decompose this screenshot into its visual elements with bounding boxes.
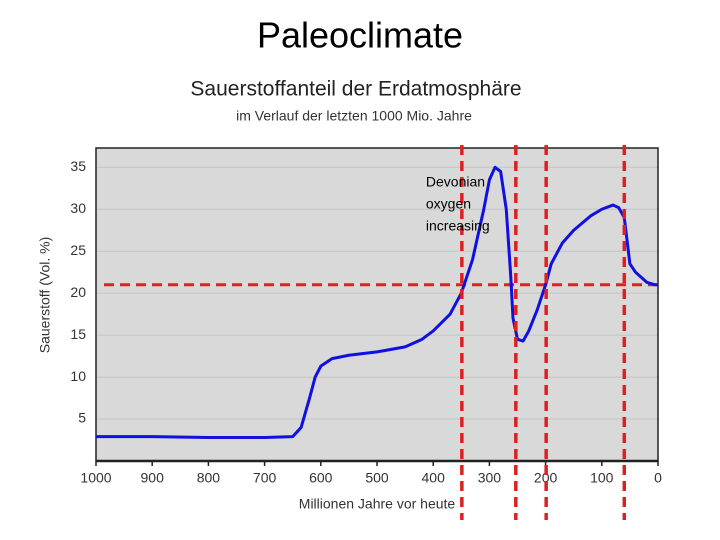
slide-title: Paleoclimate xyxy=(257,15,463,56)
plot-area xyxy=(96,148,658,461)
x-tick-label: 200 xyxy=(534,470,558,486)
y-tick-label: 35 xyxy=(70,158,86,174)
x-tick-label: 700 xyxy=(253,470,277,486)
y-tick-label: 5 xyxy=(78,410,86,426)
x-tick-label: 800 xyxy=(197,470,221,486)
y-tick-label: 10 xyxy=(70,368,86,384)
annotation: Devonian xyxy=(426,174,485,190)
chart-subtitle: im Verlauf der letzten 1000 Mio. Jahre xyxy=(236,108,472,124)
x-tick-label: 600 xyxy=(309,470,333,486)
x-axis-label: Millionen Jahre vor heute xyxy=(299,496,456,512)
y-tick-label: 30 xyxy=(70,200,86,216)
x-tick-label: 500 xyxy=(365,470,389,486)
x-tick-label: 900 xyxy=(141,470,165,486)
x-tick-label: 100 xyxy=(590,470,614,486)
annotation: increasing xyxy=(426,218,490,234)
y-tick-label: 15 xyxy=(70,326,86,342)
chart-title: Sauerstoffanteil der Erdatmosphäre xyxy=(190,78,521,101)
x-tick-label: 1000 xyxy=(80,470,111,486)
x-tick-label: 400 xyxy=(422,470,446,486)
y-tick-label: 20 xyxy=(70,284,86,300)
y-axis-label: Sauerstoff (Vol. %) xyxy=(37,237,53,353)
annotation: oxygen xyxy=(426,196,471,212)
x-tick-label: 300 xyxy=(478,470,502,486)
y-tick-label: 25 xyxy=(70,242,86,258)
x-tick-label: 0 xyxy=(654,470,662,486)
data-line xyxy=(96,165,658,440)
